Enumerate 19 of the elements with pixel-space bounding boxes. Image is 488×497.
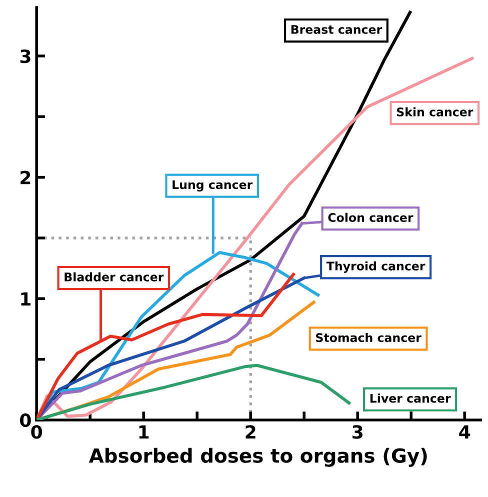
y-tick-label: 1 bbox=[21, 292, 30, 306]
x-tick-label: 1 bbox=[139, 425, 149, 439]
text: Lung cancer bbox=[172, 180, 253, 192]
x-tick-label: 2 bbox=[246, 425, 256, 439]
series-label: Liver cancer bbox=[370, 394, 451, 403]
series-label: Thyroid cancer bbox=[326, 261, 426, 273]
y-tick-label: 2 bbox=[20, 170, 30, 184]
x-tick-label: 4 bbox=[459, 425, 470, 439]
text: Bladder cancer bbox=[64, 272, 164, 282]
series-label: Skin cancer bbox=[396, 107, 474, 116]
text: Colon cancer bbox=[328, 212, 414, 222]
x-axis-title: Absorbed doses to organs (Gy) bbox=[88, 448, 427, 467]
line-series bbox=[36, 364, 351, 420]
series-label: Breast cancer bbox=[291, 25, 382, 34]
x-tick-label: 0 bbox=[31, 425, 42, 439]
x-tick-label: 3 bbox=[352, 425, 362, 439]
text: Stomach cancer bbox=[316, 332, 422, 342]
y-tick-label: 0 bbox=[20, 413, 31, 428]
y-tick-label: 3 bbox=[20, 49, 30, 64]
